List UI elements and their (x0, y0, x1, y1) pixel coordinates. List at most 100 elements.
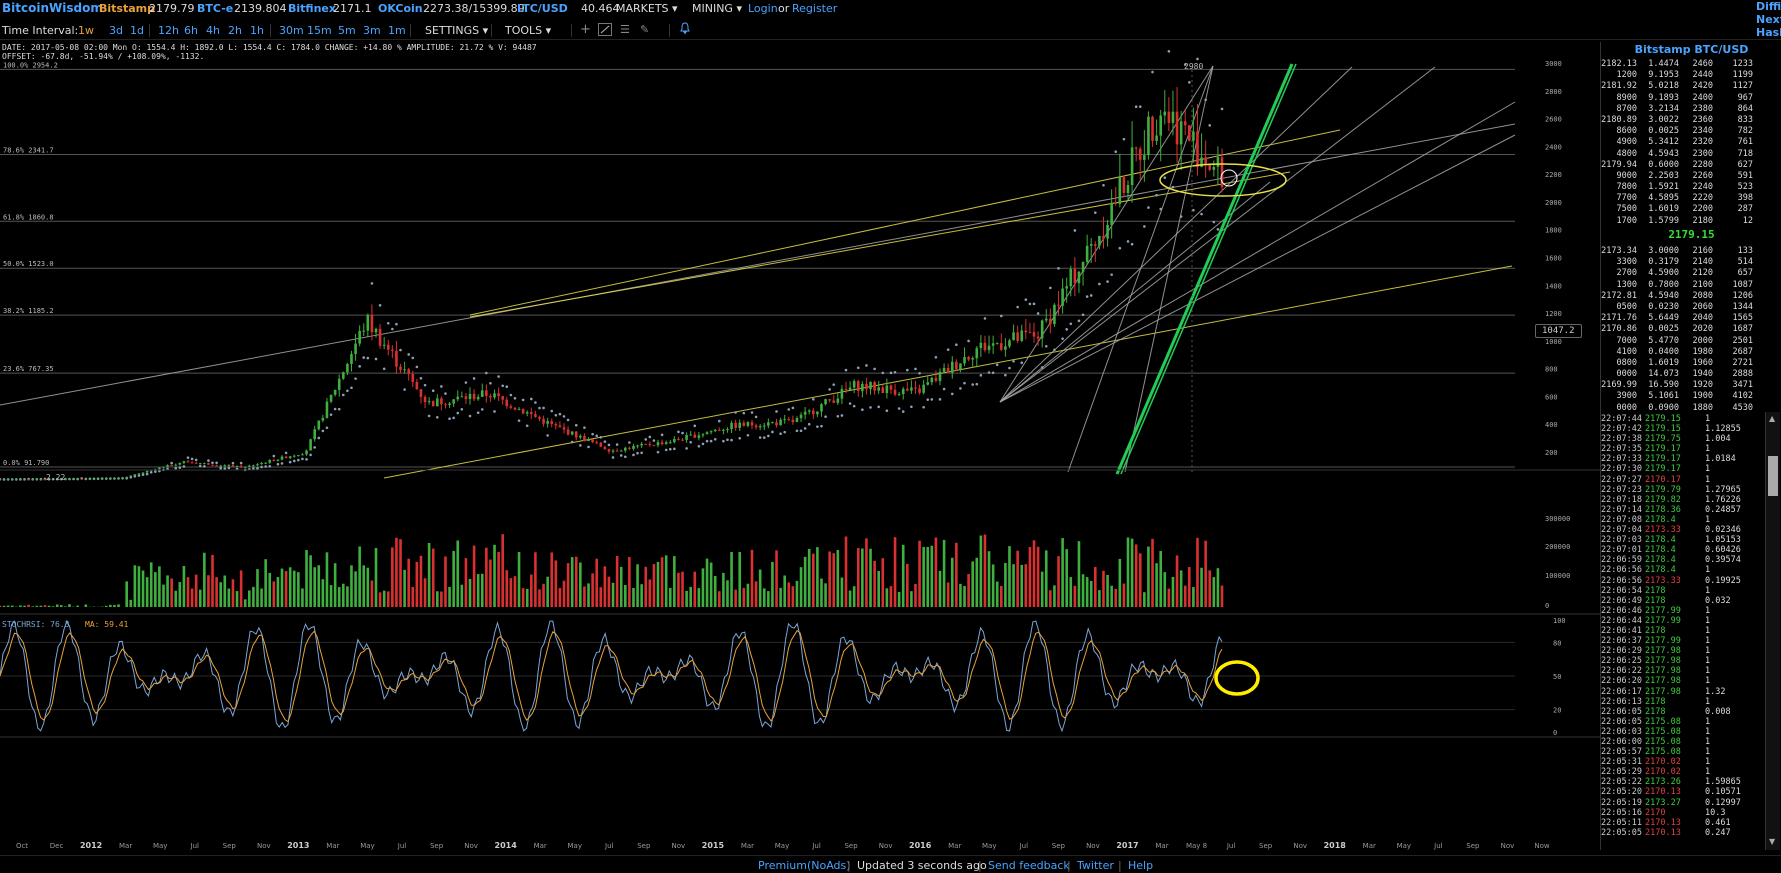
scroll-up-icon[interactable]: ▲ (1769, 414, 1776, 423)
exchange-bitfinex[interactable]: Bitfinex (288, 2, 336, 15)
interval-3m[interactable]: 3m (363, 24, 381, 37)
settings-menu[interactable]: SETTINGS ▾ (425, 24, 488, 37)
scrollbar-thumb[interactable] (1768, 456, 1778, 496)
cell: 2320 (1692, 137, 1713, 148)
candle-body (1110, 202, 1113, 225)
send-feedback-link[interactable]: Send feedback (988, 859, 1070, 872)
exchange-btce[interactable]: BTC-e (197, 2, 234, 15)
interval-15m[interactable]: 15m (307, 24, 332, 37)
volume-bar (501, 534, 504, 607)
stochrsi-k-line (0, 619, 1223, 733)
twitter-link[interactable]: Twitter (1077, 859, 1114, 872)
exchange-bitstamp[interactable]: Bitstamp (99, 2, 155, 15)
interval-6h[interactable]: 6h (184, 24, 198, 37)
premium-link[interactable]: Premium(NoAds) (758, 859, 851, 872)
price-tick: 400 (1545, 421, 1558, 429)
brand-logo[interactable]: BitcoinWisdom (2, 1, 103, 15)
scroll-down-icon[interactable]: ▼ (1769, 837, 1776, 846)
trade-row: 22:05:11 2170.13 0.461 (1601, 818, 1766, 828)
cell: 2200 (1692, 204, 1713, 215)
menu-icon[interactable]: ☰ (620, 23, 630, 36)
candle-body (664, 442, 668, 445)
sar-dot (1073, 229, 1077, 232)
candle-body (260, 462, 263, 465)
orderbook-row: 4900 5.3412 2320 761 (1601, 137, 1781, 148)
sar-dot (534, 401, 537, 404)
sar-dot (521, 398, 525, 402)
volume-bar (591, 573, 594, 607)
interval-1h[interactable]: 1h (250, 24, 264, 37)
time-tick: May (567, 842, 581, 850)
toolbar-divider (571, 24, 572, 37)
interval-5m[interactable]: 5m (338, 24, 356, 37)
time-tick: Now (1534, 842, 1550, 850)
main-chart[interactable]: 100.0% 2954.2 78.6% 2341.7 61.8% 1860.8 50.… (0, 38, 1600, 850)
interval-3d[interactable]: 3d (109, 24, 123, 37)
trade-price: 2170.02 (1645, 757, 1681, 768)
candle-body (677, 439, 680, 441)
candle-body (235, 465, 239, 467)
volume-bar (779, 587, 782, 607)
candle-body (370, 314, 374, 333)
markets-menu[interactable]: MARKETS ▾ (616, 2, 678, 15)
volume-bar (1130, 538, 1134, 607)
trade-row: 22:05:05 2170.13 0.247 (1601, 828, 1766, 838)
volume-bar (1077, 541, 1081, 607)
time-tick: May (775, 842, 789, 850)
cell: 627 (1737, 159, 1753, 170)
interval-1d[interactable]: 1d (130, 24, 144, 37)
sar-dot (542, 406, 545, 410)
interval-2h[interactable]: 2h (228, 24, 242, 37)
interval-12h[interactable]: 12h (158, 24, 179, 37)
trades-scrollbar[interactable]: ▲ ▼ (1765, 412, 1780, 850)
candle-body (231, 465, 235, 467)
candle-body (1069, 268, 1073, 287)
help-link[interactable]: Help (1128, 859, 1154, 872)
sar-dot (415, 365, 419, 369)
trade-time: 22:07:23 (1601, 484, 1642, 495)
mining-menu[interactable]: MINING ▾ (692, 2, 742, 15)
cell: 7800 (1616, 182, 1637, 193)
candle-body (791, 419, 795, 423)
trendline (1067, 65, 1214, 473)
sar-dot (799, 429, 803, 433)
volume-bar (472, 545, 476, 607)
login-link[interactable]: Login (748, 2, 778, 15)
interval-1m[interactable]: 1m (388, 24, 406, 37)
exchange-ltcusd[interactable]: LTC/USD (517, 2, 568, 15)
price-tick: 2200 (1545, 171, 1562, 179)
volume-bar (668, 587, 672, 607)
stochrsi-ma-label: MA: 59.41 (85, 620, 129, 629)
draw-icon[interactable]: ✎ (640, 23, 650, 36)
candle-body (799, 414, 803, 419)
candle-body (718, 429, 721, 431)
interval-30m[interactable]: 30m (279, 24, 304, 37)
bell-icon[interactable] (680, 22, 690, 37)
volume-bar (1126, 537, 1130, 607)
sar-dot (652, 439, 656, 442)
sar-dot (636, 451, 639, 455)
line-tool-icon[interactable] (598, 23, 612, 36)
plus-icon[interactable]: + (580, 22, 591, 37)
sar-dot (619, 454, 623, 457)
interval-4h[interactable]: 4h (206, 24, 220, 37)
cell: 2240 (1692, 182, 1713, 193)
stochrsi-panel: 100 80 50 20 0 (0, 617, 1566, 737)
time-tick: 2012 (80, 841, 102, 850)
time-tick: Mar (948, 842, 961, 850)
sar-dot (1122, 137, 1126, 141)
volume-bar (268, 572, 272, 607)
candle-body (746, 422, 750, 426)
interval-1w[interactable]: 1w (78, 24, 94, 37)
register-link[interactable]: Register (792, 2, 838, 15)
candle-body (223, 465, 227, 467)
volume-bar (730, 552, 733, 607)
candle-body (440, 398, 443, 405)
candle-body (456, 396, 460, 400)
candle-body (162, 466, 165, 468)
trade-row: 22:06:17 2177.98 1.32 (1601, 687, 1766, 697)
candle-body (942, 367, 946, 372)
candle-body (754, 425, 758, 428)
tools-menu[interactable]: TOOLS ▾ (505, 24, 551, 37)
exchange-okcoin[interactable]: OKCoin (378, 2, 423, 15)
